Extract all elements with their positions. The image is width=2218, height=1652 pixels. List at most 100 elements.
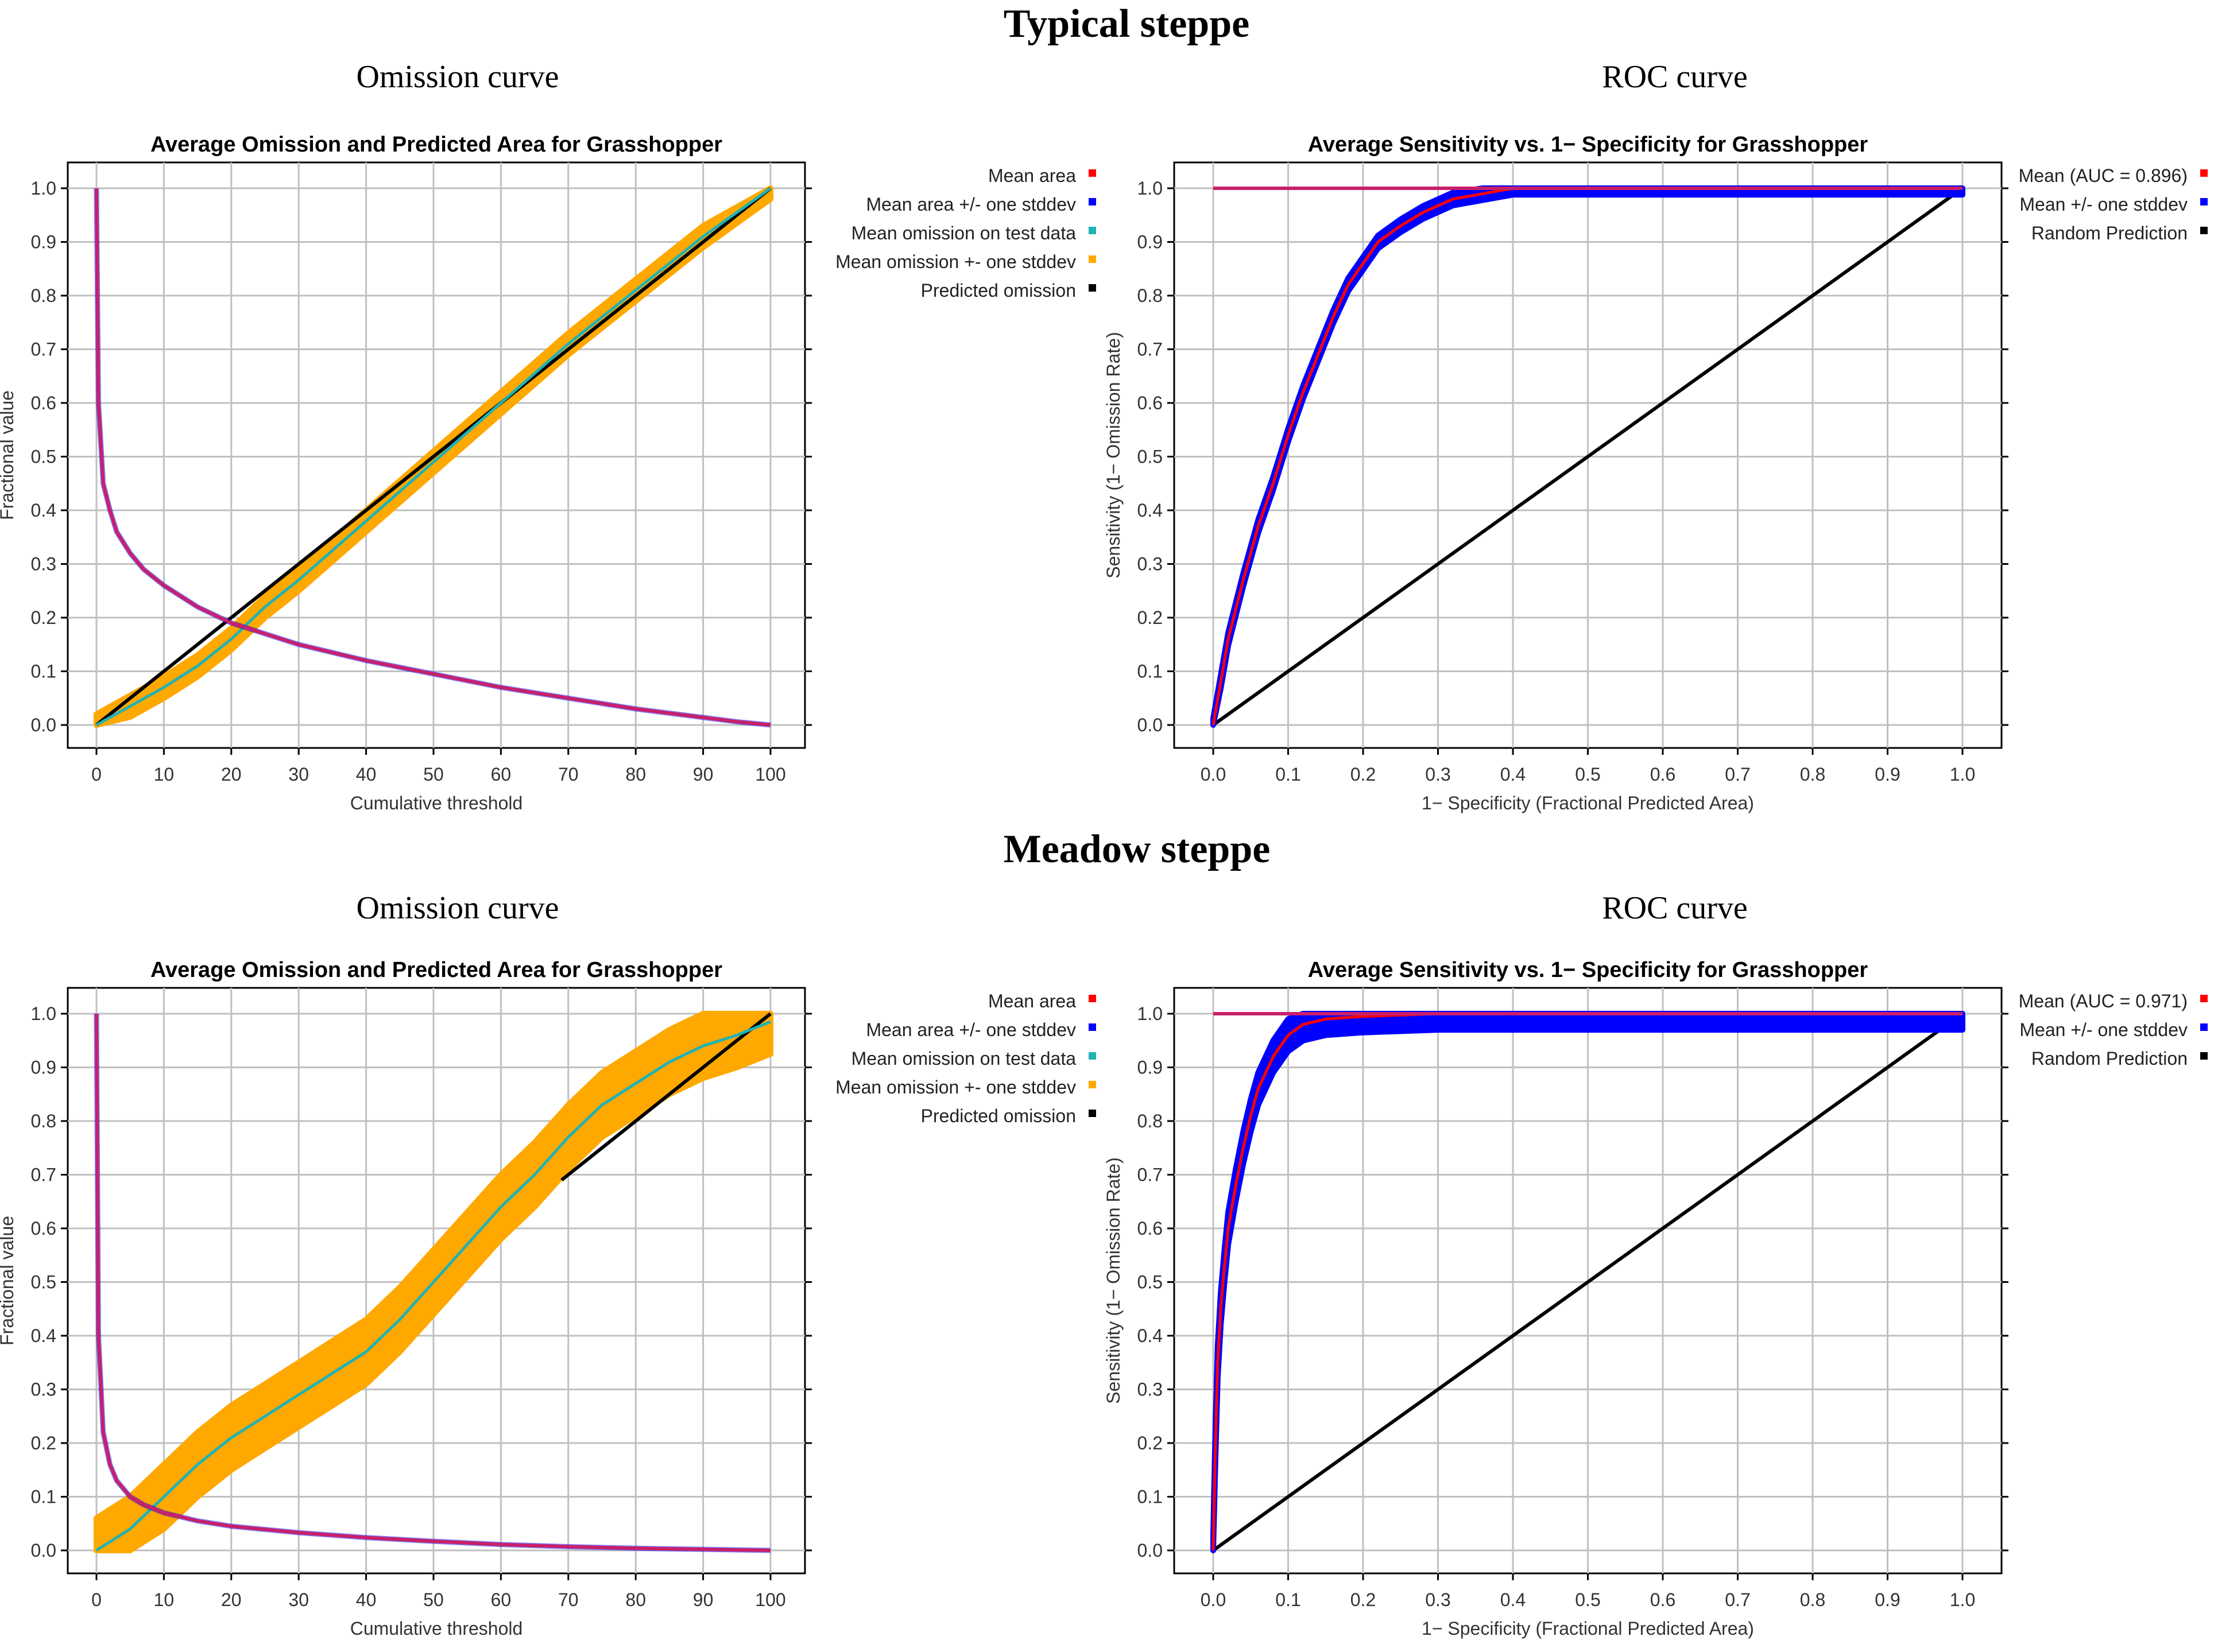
y-tick-label: 0.9 — [31, 232, 56, 253]
x-tick-label: 60 — [491, 1589, 512, 1610]
legend-label: Mean (AUC = 0.971) — [2019, 991, 2188, 1011]
legend-swatch — [1089, 995, 1096, 1002]
legend-label: Mean area — [988, 165, 1076, 186]
x-tick-label: 0.2 — [1350, 764, 1376, 785]
x-tick-label: 0.6 — [1650, 764, 1675, 785]
mean-omission-line — [95, 1020, 771, 1552]
x-tick-label: 0 — [91, 1589, 102, 1610]
section-heading-typical: Typical steppe — [1004, 2, 1249, 46]
y-tick-label: 0.4 — [31, 1325, 56, 1346]
legend-swatch — [2200, 1023, 2208, 1031]
y-axis-label: Fractional value — [0, 1216, 17, 1345]
x-tick-label: 70 — [558, 1589, 579, 1610]
y-tick-label: 0.0 — [31, 715, 56, 735]
y-tick-label: 0.3 — [1137, 554, 1163, 575]
x-tick-label: 20 — [221, 764, 242, 785]
chart-title: Average Omission and Predicted Area for … — [150, 133, 722, 157]
x-tick-label: 50 — [423, 764, 444, 785]
x-tick-label: 0.5 — [1575, 764, 1600, 785]
x-tick-label: 0.5 — [1575, 1589, 1600, 1610]
legend-label: Mean area — [988, 991, 1076, 1011]
y-tick-label: 0.9 — [1137, 232, 1163, 253]
chart-title: Average Omission and Predicted Area for … — [150, 958, 722, 982]
y-tick-label: 0.3 — [31, 1379, 56, 1400]
roc-mean-line — [1211, 187, 1962, 726]
legend-swatch — [2200, 198, 2208, 205]
roc-stddev-band — [1210, 185, 1965, 728]
x-tick-label: 0.3 — [1425, 1589, 1450, 1610]
chart-roc-meadow: Average Sensitivity vs. 1− Specificity f… — [1103, 958, 2208, 1639]
y-tick-label: 0.3 — [31, 554, 56, 575]
random-prediction-line — [1212, 1012, 1964, 1552]
y-tick-label: 1.0 — [31, 178, 56, 199]
x-tick-label: 70 — [558, 764, 579, 785]
legend-swatch — [1089, 169, 1096, 177]
x-tick-label: 0.0 — [1201, 764, 1226, 785]
y-axis-label: Sensitivity (1− Omission Rate) — [1103, 1157, 1124, 1403]
mean-omission-line — [95, 187, 772, 727]
predicted-omission-line — [560, 1012, 772, 1182]
y-tick-label: 0.8 — [1137, 1111, 1163, 1131]
legend-label: Mean omission +- one stddev — [835, 251, 1076, 272]
legend-label: Mean omission on test data — [851, 1048, 1077, 1069]
x-tick-label: 0.7 — [1725, 764, 1750, 785]
panel-subtitle-roc-meadow: ROC curve — [1602, 890, 1748, 926]
x-tick-label: 0.7 — [1725, 1589, 1750, 1610]
y-tick-label: 0.7 — [31, 1165, 56, 1185]
y-tick-label: 0.7 — [31, 339, 56, 360]
y-tick-label: 0.1 — [1137, 661, 1163, 682]
legend-label: Mean area +/- one stddev — [866, 194, 1076, 215]
y-tick-label: 0.8 — [31, 1111, 56, 1131]
x-axis-label: Cumulative threshold — [350, 1618, 523, 1639]
x-tick-label: 20 — [221, 1589, 242, 1610]
legend-label: Mean omission on test data — [851, 223, 1077, 243]
legend-swatch — [1089, 1023, 1096, 1031]
roc-stddev-band — [1210, 1011, 1965, 1553]
legend-label: Predicted omission — [921, 280, 1076, 301]
x-tick-label: 0.2 — [1350, 1589, 1376, 1610]
x-tick-label: 1.0 — [1950, 764, 1975, 785]
x-tick-label: 90 — [693, 764, 714, 785]
x-tick-label: 50 — [423, 1589, 444, 1610]
legend-swatch — [1089, 284, 1096, 292]
x-tick-label: 40 — [356, 764, 377, 785]
chart-title: Average Sensitivity vs. 1− Specificity f… — [1308, 958, 1868, 982]
mean-area-line — [95, 188, 771, 727]
legend-swatch — [2200, 995, 2208, 1002]
y-axis-label: Fractional value — [0, 390, 17, 520]
x-tick-label: 100 — [755, 764, 785, 785]
x-tick-label: 0.3 — [1425, 764, 1450, 785]
x-tick-label: 0.1 — [1275, 764, 1300, 785]
chart-omission-typical: Average Omission and Predicted Area for … — [0, 133, 1096, 813]
y-tick-label: 0.9 — [1137, 1057, 1163, 1078]
y-tick-label: 0.1 — [1137, 1487, 1163, 1507]
section-heading-meadow: Meadow steppe — [1004, 827, 1271, 871]
x-tick-label: 0.4 — [1500, 764, 1526, 785]
legend-label: Mean area +/- one stddev — [866, 1019, 1076, 1040]
y-tick-label: 0.2 — [31, 607, 56, 628]
y-tick-label: 0.0 — [31, 1540, 56, 1561]
y-tick-label: 0.0 — [1137, 715, 1163, 735]
legend-label: Mean +/- one stddev — [2019, 194, 2188, 215]
y-tick-label: 0.1 — [31, 661, 56, 682]
y-tick-label: 0.2 — [1137, 1433, 1163, 1453]
y-tick-label: 0.5 — [1137, 1272, 1163, 1293]
panel-subtitle-roc-typical: ROC curve — [1602, 59, 1748, 95]
x-tick-label: 0.4 — [1500, 1589, 1526, 1610]
legend-swatch — [1089, 198, 1096, 205]
legend-label: Mean +/- one stddev — [2019, 1019, 2188, 1040]
y-tick-label: 0.0 — [1137, 1540, 1163, 1561]
y-tick-label: 0.6 — [1137, 393, 1163, 413]
y-axis-label: Sensitivity (1− Omission Rate) — [1103, 332, 1124, 578]
y-tick-label: 0.7 — [1137, 339, 1163, 360]
x-tick-label: 100 — [755, 1589, 785, 1610]
x-tick-label: 0.8 — [1800, 1589, 1825, 1610]
y-tick-label: 0.5 — [31, 1272, 56, 1293]
x-axis-label: 1− Specificity (Fractional Predicted Are… — [1422, 793, 1754, 813]
y-tick-label: 1.0 — [1137, 1003, 1163, 1024]
x-axis-label: 1− Specificity (Fractional Predicted Are… — [1422, 1618, 1754, 1639]
y-tick-label: 0.3 — [1137, 1379, 1163, 1400]
predicted-omission-line — [95, 187, 772, 727]
x-tick-label: 10 — [154, 1589, 175, 1610]
